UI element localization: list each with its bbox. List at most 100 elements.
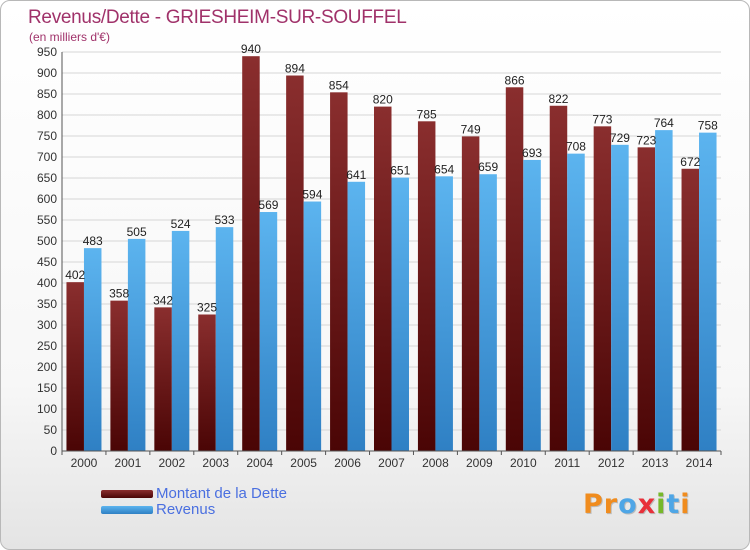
- bar-revenus: [83, 248, 102, 451]
- bar-revenus: [611, 144, 629, 451]
- bar-debt: [242, 56, 260, 451]
- logo-letter: x: [637, 489, 657, 520]
- x-tick-label: 2006: [334, 456, 361, 470]
- bar-debt: [417, 121, 436, 452]
- data-label-debt: 822: [548, 92, 568, 106]
- data-label-debt: 402: [65, 268, 85, 282]
- bar-revenus: [523, 159, 541, 451]
- bar-revenus: [699, 132, 717, 451]
- x-tick-label: 2007: [378, 456, 405, 470]
- chart-title: Revenus/Dette - GRIESHEIM-SUR-SOUFFEL: [28, 7, 407, 28]
- y-tick-label: 150: [37, 381, 57, 395]
- data-label-revenus: 533: [215, 213, 235, 227]
- logo-letter: i: [656, 489, 667, 520]
- data-label-debt: 342: [153, 293, 173, 307]
- data-label-revenus: 524: [171, 217, 191, 231]
- x-tick-label: 2008: [422, 456, 449, 470]
- data-label-debt: 723: [636, 133, 656, 147]
- y-tick-label: 900: [37, 66, 57, 80]
- x-tick-label: 2000: [71, 456, 98, 470]
- y-tick-label: 100: [37, 402, 57, 416]
- bar-revenus: [259, 212, 278, 451]
- y-tick-label: 450: [37, 255, 57, 269]
- data-label-debt: 785: [417, 107, 437, 121]
- x-tick-label: 2004: [246, 456, 273, 470]
- x-tick-label: 2001: [115, 456, 142, 470]
- data-label-revenus: 693: [522, 146, 542, 160]
- data-label-revenus: 764: [654, 116, 674, 130]
- y-tick-label: 650: [37, 171, 57, 185]
- axis-layer: 0 50 100 150 200 250 300 350 400 450 500 550 600 650 7…: [37, 45, 722, 470]
- data-label-debt: 820: [373, 93, 393, 107]
- bar-revenus: [171, 230, 190, 451]
- chart-subtitle: (en milliers d'€): [29, 30, 110, 44]
- bar-revenus: [127, 238, 146, 451]
- data-label-debt: 325: [197, 301, 217, 315]
- x-tick-label: 2002: [158, 456, 185, 470]
- data-label-revenus: 654: [434, 162, 454, 176]
- y-tick-label: 800: [37, 108, 57, 122]
- bar-debt: [198, 314, 216, 451]
- data-label-revenus: 659: [478, 160, 498, 174]
- bar-debt: [330, 92, 348, 451]
- y-tick-label: 600: [37, 192, 57, 206]
- x-tick-label: 2013: [642, 456, 669, 470]
- y-tick-label: 500: [37, 234, 57, 248]
- data-label-debt: 672: [680, 155, 700, 169]
- bar-debt: [593, 126, 612, 451]
- y-tick-label: 750: [37, 129, 57, 143]
- data-label-debt: 866: [505, 73, 525, 87]
- y-tick-label: 300: [37, 318, 57, 332]
- data-label-revenus: 651: [390, 164, 410, 178]
- bar-debt: [286, 75, 304, 452]
- bar-debt: [681, 168, 700, 451]
- legend-label-debt: Montant de la Dette: [156, 485, 287, 502]
- data-label-revenus: 708: [566, 140, 586, 154]
- logo-letter: o: [618, 489, 638, 520]
- proxiti-logo: Proxiti: [583, 489, 691, 520]
- x-tick-label: 2010: [510, 456, 537, 470]
- bar-revenus: [391, 177, 409, 451]
- x-tick-label: 2009: [466, 456, 493, 470]
- data-label-revenus: 758: [698, 119, 718, 133]
- logo-letter: P: [583, 489, 604, 520]
- data-label-revenus: 505: [127, 225, 147, 239]
- labels-layer: 402 483 358 505 342 524 325 533 940 569 894 594 854 6…: [65, 42, 718, 314]
- y-tick-label: 0: [50, 444, 57, 458]
- legend-swatch-revenus: [101, 506, 153, 514]
- x-tick-label: 2003: [202, 456, 229, 470]
- logo-letter: i: [680, 489, 691, 520]
- bar-debt: [154, 307, 172, 451]
- data-label-debt: 854: [329, 78, 349, 92]
- data-label-debt: 894: [285, 62, 305, 76]
- x-tick-label: 2012: [598, 456, 625, 470]
- y-tick-label: 550: [37, 213, 57, 227]
- bar-debt: [374, 106, 392, 451]
- y-tick-label: 400: [37, 276, 57, 290]
- bar-revenus: [655, 130, 673, 451]
- data-label-revenus: 594: [302, 188, 322, 202]
- data-label-debt: 773: [592, 112, 612, 126]
- x-tick-label: 2005: [290, 456, 317, 470]
- data-label-revenus: 569: [258, 198, 278, 212]
- x-tick-label: 2014: [686, 456, 713, 470]
- bar-revenus: [567, 153, 585, 451]
- legend-label-revenus: Revenus: [156, 501, 216, 518]
- data-label-debt: 749: [461, 122, 481, 136]
- bar-revenus: [435, 176, 453, 451]
- legend-swatch-debt: [101, 490, 153, 498]
- bar-revenus: [303, 201, 322, 451]
- bar-revenus: [479, 174, 497, 451]
- y-tick-label: 950: [37, 45, 57, 59]
- y-tick-label: 850: [37, 87, 57, 101]
- bar-debt: [637, 147, 656, 451]
- data-label-debt: 358: [109, 287, 129, 301]
- x-tick-label: 2011: [554, 456, 580, 470]
- data-label-revenus: 483: [83, 234, 103, 248]
- bar-debt: [505, 87, 524, 451]
- bar-revenus: [215, 227, 234, 451]
- data-label-revenus: 641: [346, 168, 366, 182]
- bars-layer: [66, 56, 717, 452]
